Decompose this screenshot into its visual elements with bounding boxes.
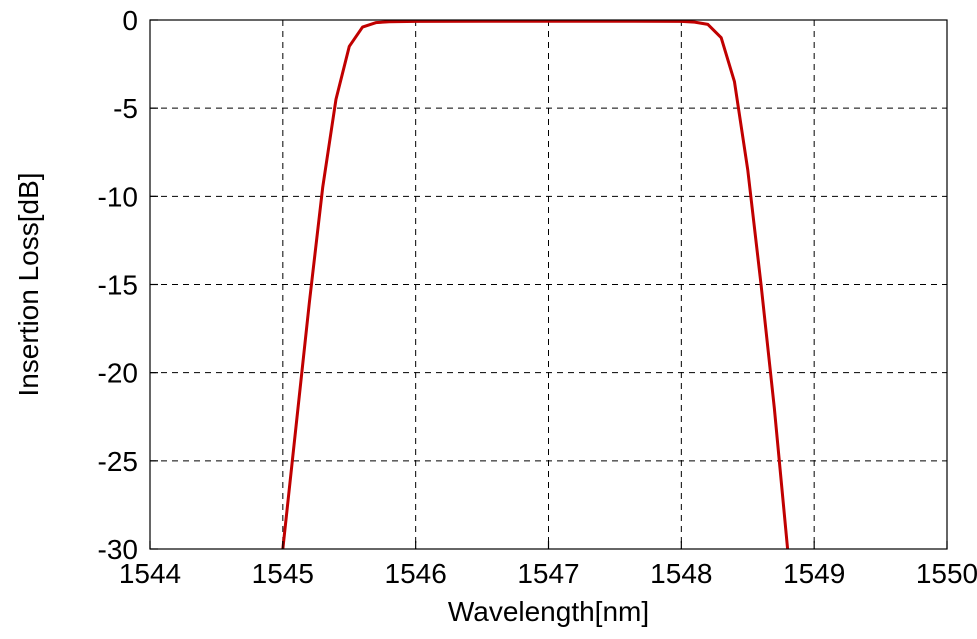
x-tick-label: 1549 <box>783 558 845 589</box>
y-tick-label: -15 <box>98 270 138 301</box>
line-chart: 15441545154615471548154915500-5-10-15-20… <box>0 0 977 639</box>
y-tick-label: 0 <box>122 5 138 36</box>
y-tick-label: -20 <box>98 358 138 389</box>
x-tick-label: 1545 <box>252 558 314 589</box>
x-tick-label: 1548 <box>650 558 712 589</box>
x-tick-label: 1550 <box>916 558 977 589</box>
x-axis-label: Wavelength[nm] <box>448 596 649 627</box>
chart-container: 15441545154615471548154915500-5-10-15-20… <box>0 0 977 639</box>
x-tick-label: 1546 <box>385 558 447 589</box>
y-tick-label: -5 <box>113 93 138 124</box>
y-tick-label: -25 <box>98 446 138 477</box>
y-axis-label: Insertion Loss[dB] <box>13 172 44 396</box>
y-tick-label: -10 <box>98 181 138 212</box>
y-tick-label: -30 <box>98 534 138 565</box>
x-tick-label: 1547 <box>517 558 579 589</box>
